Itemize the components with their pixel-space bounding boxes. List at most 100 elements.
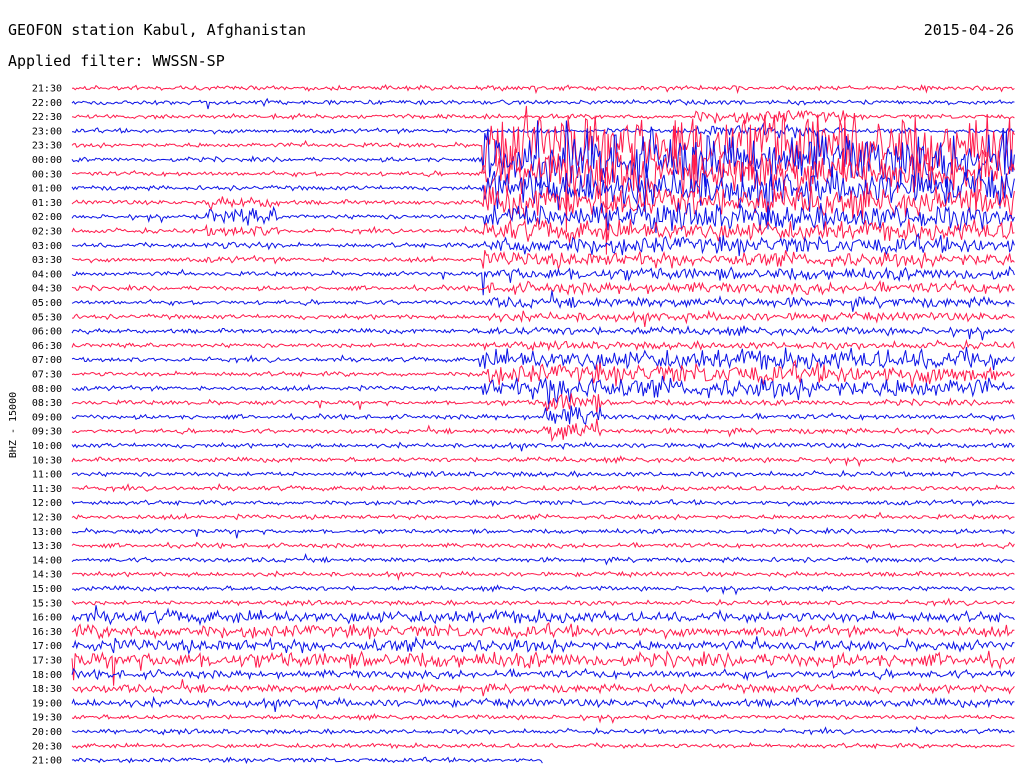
row-time-label: 00:00 <box>32 155 62 166</box>
row-time-label: 13:00 <box>32 527 62 538</box>
row-time-label: 10:00 <box>32 441 62 452</box>
row-time-label: 11:00 <box>32 470 62 481</box>
seismic-trace-row <box>71 325 1015 341</box>
seismic-trace-row <box>71 635 1015 655</box>
chart-subtitle: Applied filter: WWSSN-SP <box>8 52 225 70</box>
seismic-traces <box>71 83 1015 765</box>
row-time-label: 16:00 <box>32 613 62 624</box>
y-axis-label: BHZ - 15000 <box>8 392 19 458</box>
row-time-label: 10:30 <box>32 455 62 466</box>
seismic-trace-row <box>71 250 1015 271</box>
seismic-trace-row <box>71 695 1015 712</box>
seismic-trace-row <box>71 279 1015 296</box>
row-time-label: 06:30 <box>32 341 62 352</box>
row-time-label: 23:00 <box>32 126 62 137</box>
row-time-label: 09:00 <box>32 412 62 423</box>
row-time-label: 22:00 <box>32 98 62 109</box>
row-time-label: 11:30 <box>32 484 62 495</box>
row-time-labels: 21:30 22:00 22:30 23:00 23:30 00:00 00:30 01:00… <box>32 84 62 767</box>
seismic-trace-row <box>71 232 1015 257</box>
seismic-trace-row <box>71 756 543 765</box>
seismic-trace-row <box>71 182 1015 221</box>
row-time-label: 03:00 <box>32 241 62 252</box>
seismic-trace-row <box>71 290 1015 312</box>
seismic-trace-row <box>71 163 1015 230</box>
seismic-trace-row <box>71 553 1015 566</box>
seismic-trace-row <box>71 97 1015 110</box>
chart-title: GEOFON station Kabul, Afghanistan <box>8 21 306 39</box>
seismic-trace-row <box>71 667 1015 682</box>
row-time-label: 04:00 <box>32 269 62 280</box>
row-time-label: 00:30 <box>32 169 62 180</box>
row-time-label: 05:00 <box>32 298 62 309</box>
row-time-label: 02:00 <box>32 212 62 223</box>
seismic-trace-row <box>71 338 1015 352</box>
row-time-label: 19:30 <box>32 713 62 724</box>
seismic-trace-row <box>71 120 1015 215</box>
seismic-trace-row <box>71 347 1015 371</box>
row-time-label: 13:30 <box>32 541 62 552</box>
seismic-trace-row <box>71 712 1015 725</box>
row-time-label: 08:00 <box>32 384 62 395</box>
row-time-label: 03:30 <box>32 255 62 266</box>
row-time-label: 01:30 <box>32 198 62 209</box>
row-time-label: 17:00 <box>32 641 62 652</box>
row-time-label: 19:00 <box>32 698 62 709</box>
seismic-trace-row <box>71 605 1015 627</box>
chart-date: 2015-04-26 <box>924 21 1014 39</box>
seismic-trace-row <box>71 455 1015 468</box>
seismic-trace-row <box>71 742 1015 750</box>
row-time-label: 16:30 <box>32 627 62 638</box>
seismic-trace-row <box>71 359 1015 388</box>
row-time-label: 15:30 <box>32 598 62 609</box>
row-time-label: 23:30 <box>32 141 62 152</box>
seismic-trace-row <box>71 109 1015 125</box>
row-time-label: 06:00 <box>32 327 62 338</box>
row-time-label: 07:30 <box>32 370 62 381</box>
seismic-trace-row <box>71 120 1015 195</box>
row-time-label: 17:30 <box>32 656 62 667</box>
row-time-label: 22:30 <box>32 112 62 123</box>
row-time-label: 21:00 <box>32 756 62 767</box>
seismic-trace-row <box>71 541 1015 550</box>
row-time-label: 14:30 <box>32 570 62 581</box>
seismic-trace-row <box>71 526 1015 539</box>
seismic-trace-row <box>71 679 1015 697</box>
row-time-label: 12:30 <box>32 513 62 524</box>
seismic-trace-row <box>72 122 1015 139</box>
row-time-label: 09:30 <box>32 427 62 438</box>
seismic-trace-row <box>71 418 1015 443</box>
row-time-label: 01:00 <box>32 184 62 195</box>
row-time-label: 18:00 <box>32 670 62 681</box>
row-time-label: 02:30 <box>32 227 62 238</box>
row-time-label: 05:30 <box>32 312 62 323</box>
seismic-trace-row <box>71 725 1015 736</box>
seismic-trace-row <box>71 469 1015 479</box>
row-time-label: 14:00 <box>32 555 62 566</box>
row-time-label: 15:00 <box>32 584 62 595</box>
seismic-trace-row <box>71 393 1015 415</box>
seismic-trace-row <box>71 405 1015 426</box>
seismic-trace-row <box>71 202 1015 234</box>
seismic-trace-row <box>71 597 1015 607</box>
row-time-label: 07:00 <box>32 355 62 366</box>
seismic-trace-row <box>71 511 1015 521</box>
seismic-trace-row <box>71 309 1015 327</box>
row-time-label: 04:30 <box>32 284 62 295</box>
seismic-trace-row <box>71 441 1015 452</box>
seismic-trace-row <box>71 217 1015 243</box>
seismic-trace-row <box>71 482 1015 493</box>
seismic-trace-row <box>71 498 1015 508</box>
row-time-label: 21:30 <box>32 84 62 95</box>
seismic-trace-row <box>71 650 1015 686</box>
row-time-label: 20:00 <box>32 727 62 738</box>
seismic-trace-row <box>71 584 1015 596</box>
row-time-label: 20:30 <box>32 741 62 752</box>
seismic-trace-row <box>71 621 1015 640</box>
seismic-trace-row <box>71 265 1015 296</box>
row-time-label: 12:00 <box>32 498 62 509</box>
row-time-label: 18:30 <box>32 684 62 695</box>
row-time-label: 08:30 <box>32 398 62 409</box>
seismic-trace-row <box>71 83 1015 95</box>
